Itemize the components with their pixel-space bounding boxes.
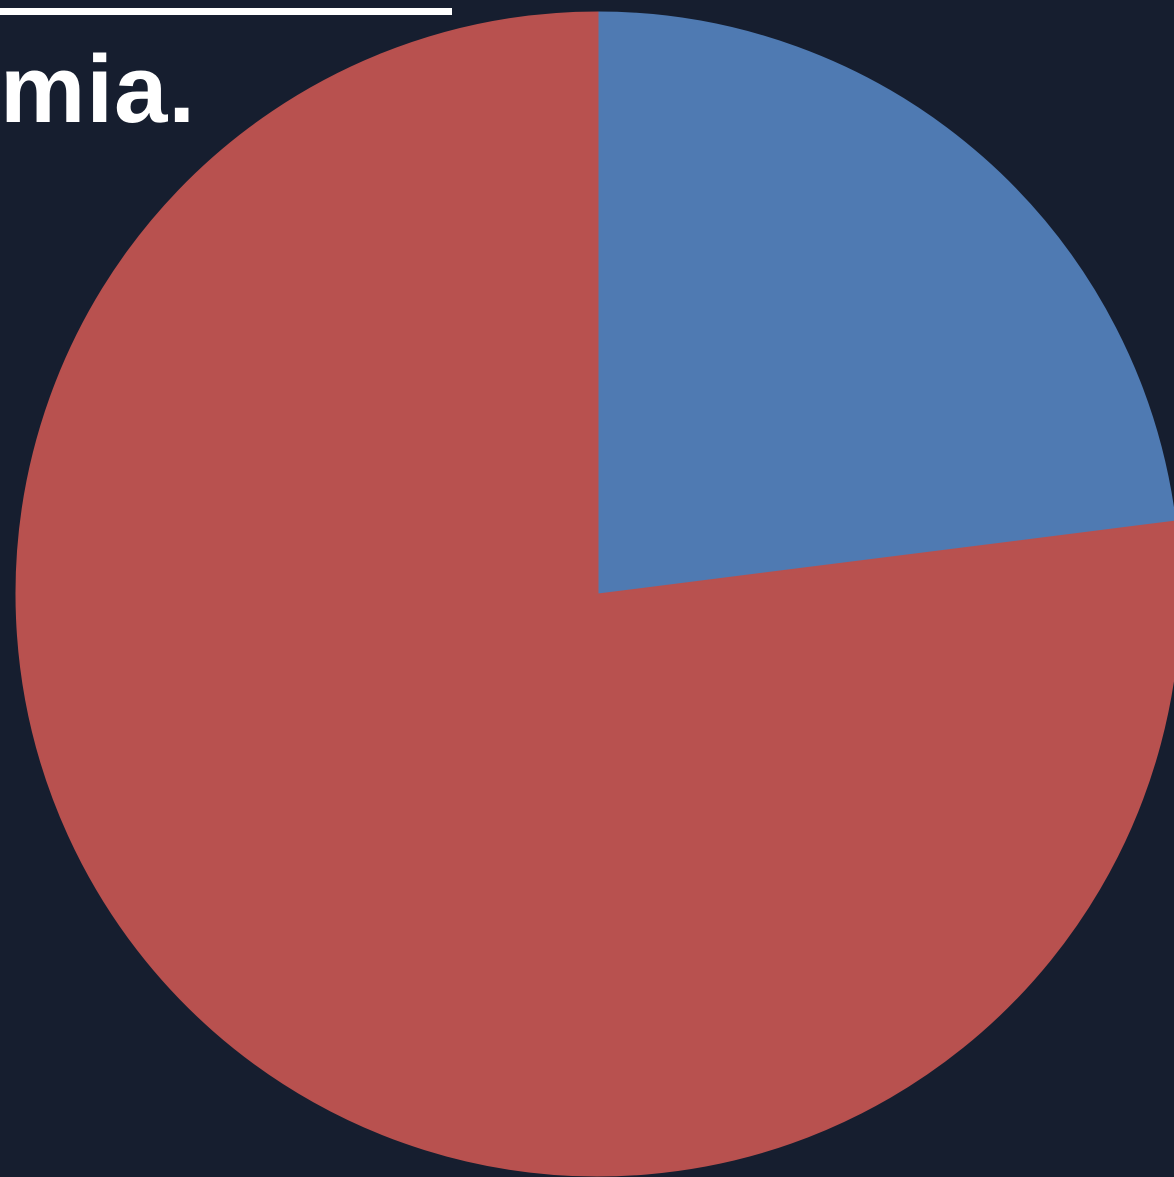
chart-title-fragment: mia. xyxy=(0,36,197,143)
title-underline-fragment xyxy=(0,8,452,15)
pie-slice-1 xyxy=(597,11,1174,595)
pie-slice-2 xyxy=(15,11,1174,1177)
